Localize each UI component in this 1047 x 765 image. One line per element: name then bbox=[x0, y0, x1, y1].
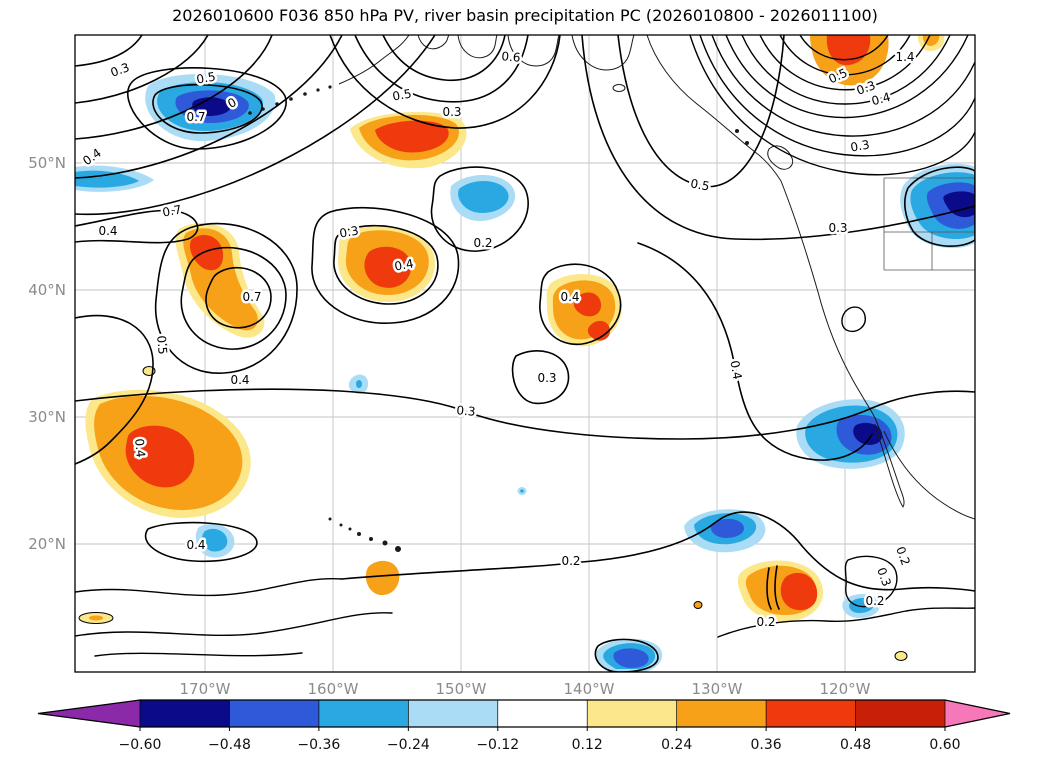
colorbar-segment bbox=[229, 700, 319, 727]
contour-label: 0.4 bbox=[132, 438, 148, 458]
colorbar-segment bbox=[587, 700, 677, 727]
contour-label: 0.3 bbox=[109, 60, 132, 80]
lon-tick-label: 170°W bbox=[180, 680, 231, 698]
colorbar-segment bbox=[318, 700, 409, 727]
colorbar: −0.60 −0.48 −0.36 −0.24 −0.12 0.12 0.24 0.36 0.4… bbox=[37, 699, 1011, 753]
colorbar-segment bbox=[408, 700, 498, 727]
colorbar-tick-label: 0.48 bbox=[840, 737, 871, 753]
colorbar-tick-label: 0.12 bbox=[572, 737, 603, 753]
colorbar-tick-label: 0.36 bbox=[751, 737, 782, 753]
lon-tick-labels: 170°W 160°W 150°W 140°W 130°W 120°W bbox=[180, 680, 871, 698]
contour-label: 0.7 bbox=[242, 290, 261, 304]
state-borders bbox=[883, 177, 975, 271]
contour-label: 0.2 bbox=[893, 545, 913, 568]
colorbar-segment bbox=[497, 700, 588, 727]
colorbar-tick-label: −0.60 bbox=[119, 737, 162, 753]
lat-tick-label: 40°N bbox=[28, 281, 66, 299]
contour-label: 0.4 bbox=[560, 290, 579, 304]
lon-tick-label: 150°W bbox=[436, 680, 487, 698]
contour-label: 0.3 bbox=[849, 137, 870, 154]
contour-label: 0.3 bbox=[456, 403, 476, 419]
colorbar-segment bbox=[676, 700, 767, 727]
lat-tick-label: 20°N bbox=[28, 535, 66, 553]
contour-fills bbox=[75, 35, 975, 672]
colorbar-tick-label: −0.48 bbox=[208, 737, 251, 753]
contour-label: 0.2 bbox=[756, 615, 775, 629]
contour-lines bbox=[75, 35, 975, 672]
contour-label: 1.4 bbox=[895, 50, 914, 64]
contour-label: 0.3 bbox=[828, 221, 847, 235]
contour-label: 0.2 bbox=[865, 594, 884, 608]
plot-border bbox=[74, 34, 976, 673]
lon-tick-label: 120°W bbox=[820, 680, 871, 698]
lon-tick-label: 130°W bbox=[692, 680, 743, 698]
colorbar-segment bbox=[766, 700, 856, 727]
contour-label: 0.5 bbox=[195, 69, 216, 86]
plot-title: 2026010600 F036 850 hPa PV, river basin … bbox=[172, 6, 878, 25]
colorbar-under-arrow bbox=[38, 700, 140, 727]
contour-label: 0.4 bbox=[230, 373, 249, 387]
contour-label: 0.2 bbox=[561, 554, 580, 568]
colorbar-tick-label: −0.12 bbox=[476, 737, 519, 753]
contour-label: 0.7 bbox=[186, 110, 205, 124]
lon-tick-label: 160°W bbox=[308, 680, 359, 698]
contour-label: 0.4 bbox=[98, 224, 117, 238]
colorbar-tick-label: 0.60 bbox=[929, 737, 960, 753]
lat-tick-label: 30°N bbox=[28, 408, 66, 426]
coastline bbox=[248, 35, 975, 552]
contour-label: 0.3 bbox=[442, 105, 461, 119]
contour-label: 0.4 bbox=[80, 146, 104, 168]
colorbar-segment bbox=[140, 700, 230, 727]
contour-label: 0.6 bbox=[501, 49, 521, 65]
contour-label: 0.3 bbox=[338, 223, 359, 240]
contour-label: 0.3 bbox=[537, 371, 556, 385]
contour-label: 0.3 bbox=[874, 566, 894, 589]
lat-tick-labels: 50°N 40°N 30°N 20°N bbox=[28, 154, 66, 553]
contour-label: 0.4 bbox=[186, 538, 205, 552]
colorbar-tick-label: 0.24 bbox=[661, 737, 692, 753]
colorbar-tick-label: −0.24 bbox=[387, 737, 430, 753]
lat-tick-label: 50°N bbox=[28, 154, 66, 172]
contour-label: 0.4 bbox=[727, 359, 744, 380]
colorbar-segment bbox=[855, 700, 945, 727]
contour-label: 0.2 bbox=[473, 236, 492, 250]
colorbar-over-arrow bbox=[945, 700, 1010, 727]
contour-label: 0.5 bbox=[689, 176, 710, 193]
contour-label: 0.7 bbox=[161, 202, 182, 219]
contour-label: 0.4 bbox=[393, 256, 414, 273]
contour-label: 0.5 bbox=[391, 86, 412, 103]
lon-tick-label: 140°W bbox=[564, 680, 615, 698]
contour-label: 0.5 bbox=[154, 335, 170, 355]
colorbar-tick-label: −0.36 bbox=[297, 737, 340, 753]
